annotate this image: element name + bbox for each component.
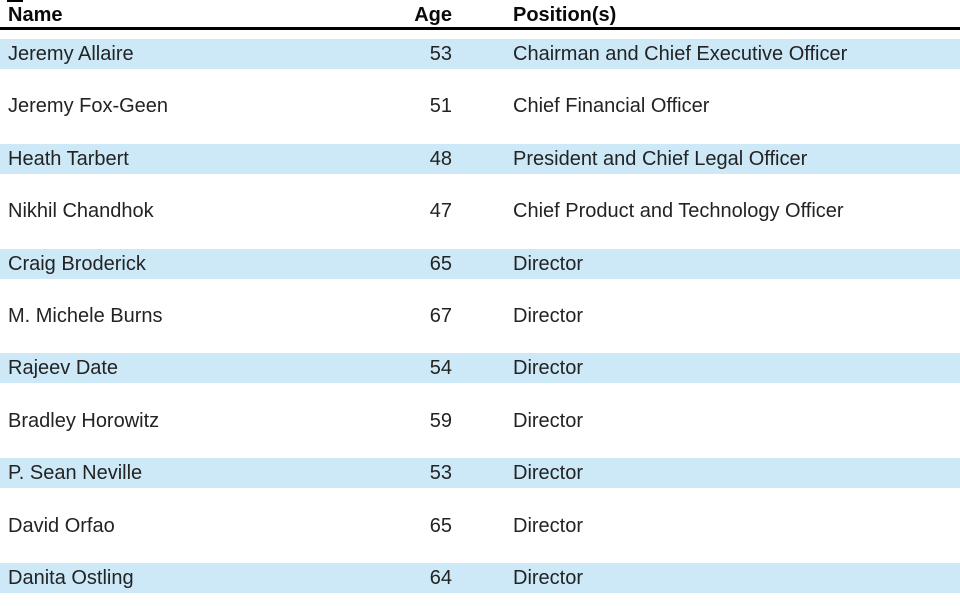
position-cell: Chief Financial Officer — [513, 95, 710, 118]
age-cell: 64 — [429, 566, 452, 589]
position-cell: Director — [513, 357, 584, 380]
table-row: Bradley Horowitz 59 Director — [0, 406, 960, 449]
table-row: David Orfao 65 Director — [0, 511, 960, 554]
age-cell: 59 — [429, 409, 452, 432]
name-cell: Nikhil Chandhok — [8, 200, 154, 223]
position-cell: Director — [513, 566, 584, 589]
position-cell: Director — [513, 304, 584, 327]
name-cell: P. Sean Neville — [8, 462, 143, 485]
age-cell: 65 — [429, 514, 452, 537]
position-cell: Chief Product and Technology Officer — [513, 200, 844, 223]
position-cell: Director — [513, 409, 584, 432]
name-cell: M. Michele Burns — [8, 304, 163, 327]
table-row: M. Michele Burns 67 Director — [0, 301, 960, 344]
header-name: Name — [8, 4, 63, 26]
position-cell: Chairman and Chief Executive Officer — [513, 43, 848, 65]
table-header-row: Name Age Position(s) — [0, 0, 960, 30]
age-cell: 51 — [429, 95, 452, 118]
position-cell: Director — [513, 462, 584, 485]
top-edge-artifact-mark — [7, 0, 23, 2]
table-body: Jeremy Allaire 53 Chairman and Chief Exe… — [0, 39, 960, 606]
name-cell: Danita Ostling — [8, 566, 134, 589]
name-cell: Heath Tarbert — [8, 147, 129, 170]
name-cell: Jeremy Fox-Geen — [8, 95, 169, 118]
name-cell: Jeremy Allaire — [8, 43, 134, 65]
name-cell: Rajeev Date — [8, 357, 119, 380]
header-positions: Position(s) — [513, 4, 617, 26]
name-cell: David Orfao — [8, 514, 115, 537]
name-cell: Bradley Horowitz — [8, 409, 160, 432]
age-cell: 53 — [429, 43, 452, 65]
table-row: P. Sean Neville 53 Director — [0, 458, 960, 501]
position-cell: President and Chief Legal Officer — [513, 147, 808, 170]
age-cell: 53 — [429, 462, 452, 485]
age-cell: 48 — [429, 147, 452, 170]
position-cell: Director — [513, 252, 584, 275]
management-table-page: Name Age Position(s) Jeremy Allaire 53 C… — [0, 0, 960, 593]
table-row: Jeremy Fox-Geen 51 Chief Financial Offic… — [0, 91, 960, 134]
age-cell: 54 — [429, 357, 452, 380]
table-row: Heath Tarbert 48 President and Chief Leg… — [0, 143, 960, 187]
name-cell: Craig Broderick — [8, 252, 146, 275]
table-row: Danita Ostling 64 Director — [0, 562, 960, 606]
header-age: Age — [414, 4, 452, 26]
table-row: Rajeev Date 54 Director — [0, 353, 960, 396]
age-cell: 47 — [429, 200, 452, 223]
age-cell: 65 — [429, 252, 452, 275]
table-row: Jeremy Allaire 53 Chairman and Chief Exe… — [0, 39, 960, 82]
age-cell: 67 — [429, 304, 452, 327]
position-cell: Director — [513, 514, 584, 537]
table-row: Nikhil Chandhok 47 Chief Product and Tec… — [0, 196, 960, 239]
table-row: Craig Broderick 65 Director — [0, 248, 960, 292]
